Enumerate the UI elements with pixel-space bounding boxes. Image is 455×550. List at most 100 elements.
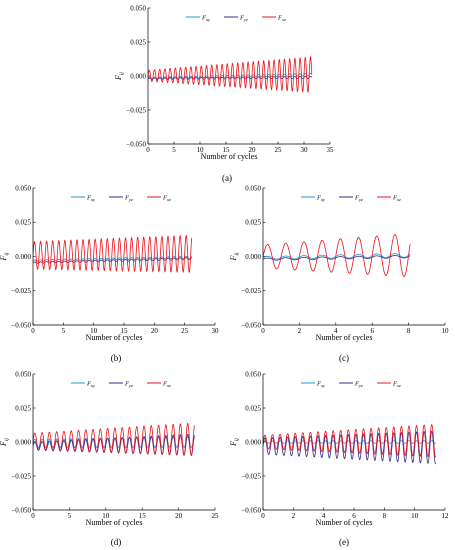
x-tick-label: 0: [31, 327, 35, 335]
x-tick-label: 5: [68, 512, 72, 520]
x-tick-label: 15: [223, 146, 231, 154]
series-line-Fyz: [33, 433, 195, 457]
x-tick-label: 6: [352, 512, 356, 520]
legend: Fxy Fyz Fxz: [71, 194, 171, 202]
legend-label-Fxz: Fxz: [392, 380, 401, 388]
legend-label-Fxy: Fxy: [316, 380, 325, 388]
legend: Fxy Fyz Fxz: [301, 194, 401, 202]
x-tick-label: 20: [175, 512, 183, 520]
x-tick-label: 25: [212, 512, 220, 520]
series-line-Fxz: [263, 423, 437, 458]
chart-panel-c: 0 2 4 6 8 10 −0.050 −0.025 0.000 0.025 0.050 Number…: [229, 184, 449, 363]
series-line-Fxy: [33, 255, 192, 262]
y-axis-title: Fij: [229, 252, 240, 261]
x-tick-label: 30: [212, 327, 220, 335]
legend-label-Fxy: Fxy: [86, 194, 95, 202]
chart-panel-e: 0 2 4 6 8 10 12 −0.050 −0.025 0.000 0.025 0.050 Numb…: [229, 370, 449, 547]
legend-label-Fxz: Fxz: [162, 380, 171, 388]
legend: Fxy Fyz Fxz: [71, 380, 171, 388]
series-line-Fyz: [263, 430, 437, 465]
x-tick-label: 10: [102, 512, 110, 520]
y-tick-label: −0.050: [11, 321, 31, 329]
legend: Fxy Fyz Fxz: [301, 380, 401, 388]
y-tick-label: 0.000: [15, 253, 31, 261]
y-tick-label: −0.025: [11, 287, 31, 295]
series-line-Fxz: [33, 234, 193, 274]
y-axis-title: Fij: [0, 252, 10, 261]
legend-label-Fyz: Fyz: [124, 194, 133, 202]
x-tick-label: 12: [442, 512, 450, 520]
x-tick-label: 8: [407, 327, 411, 335]
x-tick-label: 4: [334, 327, 338, 335]
y-tick-label: 0.050: [15, 184, 31, 192]
panel-label-b: (b): [111, 353, 122, 363]
legend-label-Fyz: Fyz: [124, 380, 133, 388]
series-line-Fyz: [148, 75, 313, 80]
legend-label-Fxy: Fxy: [86, 380, 95, 388]
series-line-Fxz: [148, 55, 313, 94]
y-tick-label: −0.025: [126, 106, 146, 114]
y-tick-label: 0.025: [130, 38, 146, 46]
x-tick-label: 15: [121, 327, 129, 335]
y-tick-label: −0.050: [126, 140, 146, 148]
x-tick-label: 10: [90, 327, 98, 335]
x-axis-title: Number of cycles: [86, 518, 143, 527]
x-tick-label: 35: [327, 146, 335, 154]
y-tick-label: −0.025: [241, 287, 261, 295]
legend-label-Fxy: Fxy: [201, 14, 210, 22]
series-line-Fxy: [148, 73, 313, 80]
x-tick-label: 20: [249, 146, 257, 154]
x-tick-label: 25: [275, 146, 283, 154]
x-tick-label: 30: [301, 146, 309, 154]
y-tick-label: 0.025: [15, 219, 31, 227]
x-tick-label: 2: [298, 327, 302, 335]
legend-label-Fxy: Fxy: [316, 194, 325, 202]
series-line-Fxz: [263, 233, 411, 278]
x-tick-label: 2: [292, 512, 296, 520]
legend-label-Fyz: Fyz: [354, 194, 363, 202]
y-axis-title: Fij: [114, 72, 125, 81]
x-tick-label: 6: [370, 327, 374, 335]
y-tick-label: 0.025: [245, 219, 261, 227]
panel-label-d: (d): [111, 537, 122, 547]
y-tick-label: −0.025: [11, 472, 31, 480]
y-tick-label: 0.050: [245, 370, 261, 378]
series-line-Fyz: [263, 255, 411, 261]
chart-panel-a: 0 5 10 15 20 25 30 35 −0.050 −0.025 0.000 0.025 0.05…: [114, 4, 334, 183]
legend-label-Fxz: Fxz: [277, 14, 286, 22]
x-tick-label: 10: [197, 146, 205, 154]
y-tick-label: 0.000: [130, 72, 146, 80]
x-tick-label: 0: [31, 512, 35, 520]
y-tick-label: 0.000: [245, 253, 261, 261]
y-tick-label: 0.000: [245, 438, 261, 446]
y-tick-label: 0.000: [15, 438, 31, 446]
x-tick-label: 5: [62, 327, 66, 335]
chart-panel-b: 0 5 10 15 20 25 30 −0.050 −0.025 0.000 0.025 0.050 N…: [0, 184, 219, 363]
panel-label-c: (c): [339, 353, 349, 363]
x-tick-label: 10: [411, 512, 419, 520]
x-tick-label: 0: [261, 327, 265, 335]
y-tick-label: 0.050: [245, 184, 261, 192]
series-line-Fxy: [263, 253, 411, 260]
x-axis-title: Number of cycles: [316, 518, 373, 527]
legend-label-Fxz: Fxz: [392, 194, 401, 202]
y-tick-label: −0.050: [241, 321, 261, 329]
x-tick-label: 20: [151, 327, 159, 335]
chart-panel-d: 0 5 10 15 20 25 −0.050 −0.025 0.000 0.025 0.050 Num…: [0, 370, 219, 547]
x-axis-title: Number of cycles: [201, 152, 258, 161]
panel-label-e: (e): [339, 537, 349, 547]
y-tick-label: −0.025: [241, 472, 261, 480]
x-tick-label: 0: [146, 146, 150, 154]
legend-label-Fxz: Fxz: [162, 194, 171, 202]
y-tick-label: 0.050: [15, 370, 31, 378]
legend-label-Fyz: Fyz: [354, 380, 363, 388]
y-tick-label: −0.050: [11, 506, 31, 514]
series-line-Fxz: [33, 422, 195, 457]
y-tick-label: 0.025: [15, 404, 31, 412]
x-tick-label: 4: [322, 512, 326, 520]
y-tick-label: 0.025: [245, 404, 261, 412]
x-tick-label: 10: [442, 327, 450, 335]
x-tick-label: 15: [139, 512, 147, 520]
y-axis-title: Fij: [0, 438, 10, 447]
